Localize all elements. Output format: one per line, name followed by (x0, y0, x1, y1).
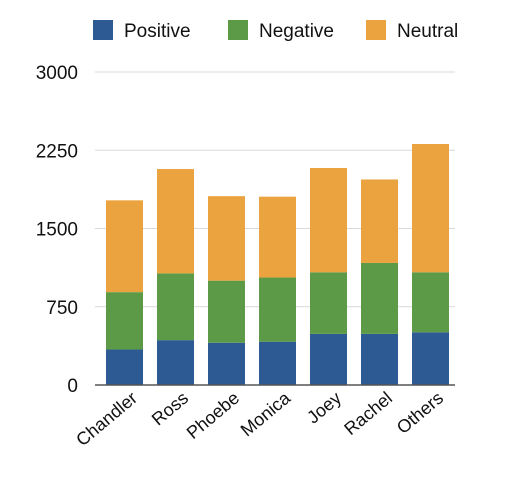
y-tick-label-2250: 2250 (36, 141, 78, 162)
bar-neutral-rachel (361, 179, 398, 262)
legend-swatch-negative (228, 20, 248, 40)
bar-negative-monica (259, 278, 296, 342)
bar-positive-phoebe (208, 343, 245, 385)
bar-neutral-ross (157, 169, 194, 273)
y-axis-tick-labels: 0 750 1500 2250 3000 (36, 63, 78, 397)
x-tick-label-phoebe: Phoebe (183, 388, 243, 443)
bar-negative-ross (157, 273, 194, 340)
bar-neutral-others (412, 144, 449, 272)
bar-positive-joey (310, 334, 347, 385)
x-tick-label-rachel: Rachel (340, 388, 396, 439)
y-tick-label-3000: 3000 (36, 63, 78, 84)
y-tick-label-750: 750 (46, 298, 78, 319)
bar-neutral-phoebe (208, 196, 245, 281)
bar-negative-phoebe (208, 281, 245, 343)
x-tick-label-others: Others (393, 388, 447, 438)
bar-neutral-joey (310, 168, 347, 272)
legend: Positive Negative Neutral (93, 20, 458, 42)
bar-negative-chandler (106, 292, 143, 349)
legend-label-positive: Positive (124, 21, 191, 42)
bar-negative-joey (310, 272, 347, 334)
bar-positive-rachel (361, 334, 398, 385)
bar-negative-others (412, 272, 449, 332)
y-tick-label-0: 0 (67, 376, 78, 397)
bar-negative-rachel (361, 263, 398, 334)
bar-neutral-monica (259, 197, 296, 278)
x-tick-label-chandler: Chandler (72, 388, 141, 450)
bar-positive-others (412, 332, 449, 385)
bar-positive-chandler (106, 350, 143, 385)
x-tick-label-joey: Joey (303, 388, 345, 428)
x-tick-label-monica: Monica (237, 387, 295, 440)
legend-swatch-neutral (366, 20, 386, 40)
bars (106, 144, 449, 385)
bar-positive-ross (157, 340, 194, 385)
legend-label-negative: Negative (259, 21, 334, 42)
y-tick-label-1500: 1500 (36, 220, 78, 241)
bar-neutral-chandler (106, 200, 143, 292)
legend-swatch-positive (93, 20, 113, 40)
x-tick-label-ross: Ross (148, 388, 192, 430)
bar-positive-monica (259, 342, 296, 385)
legend-label-neutral: Neutral (397, 21, 458, 42)
